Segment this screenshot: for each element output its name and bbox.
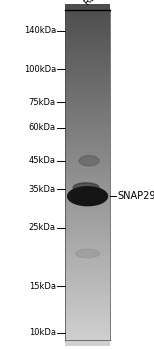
Text: 25kDa: 25kDa <box>29 224 56 232</box>
Text: 75kDa: 75kDa <box>29 98 56 107</box>
Text: 15kDa: 15kDa <box>29 282 56 291</box>
Text: SNAP29: SNAP29 <box>118 191 154 201</box>
Text: 100kDa: 100kDa <box>24 65 56 74</box>
Text: Rat brain: Rat brain <box>83 0 118 7</box>
Ellipse shape <box>73 183 99 193</box>
Text: 45kDa: 45kDa <box>29 156 56 165</box>
Text: 60kDa: 60kDa <box>29 123 56 132</box>
Ellipse shape <box>76 249 99 258</box>
Text: 10kDa: 10kDa <box>29 328 56 337</box>
Ellipse shape <box>68 187 107 206</box>
Ellipse shape <box>79 156 99 166</box>
Text: 35kDa: 35kDa <box>29 185 56 194</box>
Text: 140kDa: 140kDa <box>24 27 56 35</box>
